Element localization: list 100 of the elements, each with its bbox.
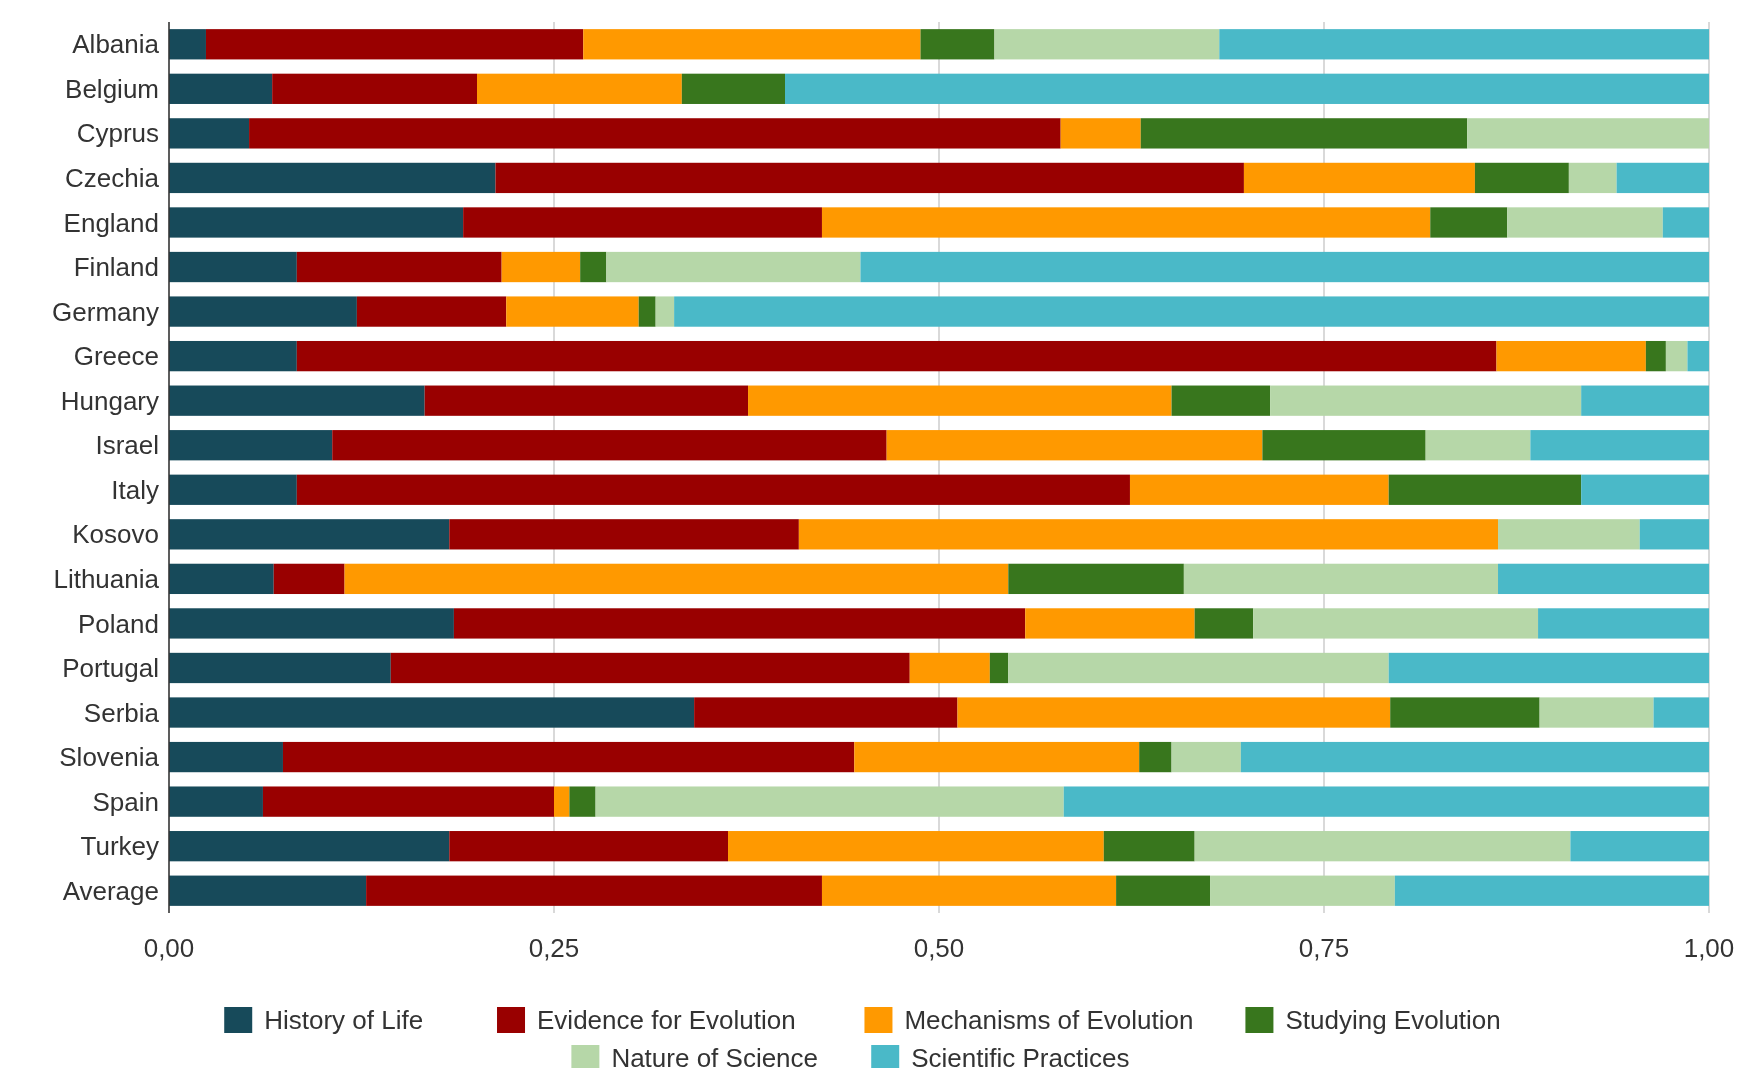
y-tick-label: Albania	[72, 29, 160, 60]
bar	[282, 741, 855, 773]
bar	[169, 652, 391, 684]
x-tick-label: 0,00	[143, 933, 195, 963]
bar	[1570, 831, 1709, 862]
bar	[1008, 652, 1389, 684]
bar	[1129, 474, 1389, 505]
y-tick-label: Average	[62, 875, 159, 906]
bar	[1616, 162, 1709, 194]
y-tick-label: Italy	[111, 474, 159, 505]
bar	[1219, 29, 1709, 60]
bar	[1639, 519, 1709, 550]
bar	[1498, 519, 1640, 550]
bar	[332, 430, 887, 461]
bar	[1262, 430, 1426, 461]
bar	[674, 296, 1709, 327]
y-tick-label: Kosovo	[72, 519, 159, 550]
legend-label: Mechanisms of Evolution	[904, 1005, 1194, 1036]
bar	[1388, 474, 1582, 505]
bar	[1538, 608, 1709, 639]
y-tick-label: Belgium	[65, 73, 159, 104]
legend-label: Studying Evolution	[1285, 1005, 1501, 1036]
bar	[1467, 118, 1709, 149]
bar	[169, 474, 297, 505]
bar	[169, 118, 250, 149]
bar	[273, 563, 345, 595]
bar	[1060, 118, 1141, 149]
y-tick-label: England	[63, 207, 159, 238]
bar	[728, 831, 1104, 862]
bar	[606, 251, 861, 283]
bar	[1240, 741, 1709, 773]
y-tick-label: Lithuania	[53, 563, 160, 594]
bar	[920, 29, 995, 60]
bar	[1498, 563, 1709, 595]
y-tick-label: Slovenia	[59, 742, 160, 773]
bar	[860, 251, 1709, 283]
bar	[1539, 697, 1654, 728]
bar	[169, 563, 274, 595]
bar	[495, 162, 1244, 194]
bar	[169, 296, 357, 327]
bar	[1496, 340, 1646, 372]
bar	[344, 563, 1009, 595]
bar	[506, 296, 639, 327]
bar	[262, 786, 554, 817]
bar	[1474, 162, 1569, 194]
bar	[1194, 831, 1571, 862]
bar	[1653, 697, 1709, 728]
bar	[798, 519, 1499, 550]
bar	[1425, 430, 1531, 461]
bar	[580, 251, 607, 283]
bar	[1430, 207, 1508, 238]
bar	[748, 385, 1172, 416]
bar	[1116, 875, 1211, 906]
bar	[1025, 608, 1195, 639]
y-tick-label: Czechia	[65, 163, 160, 194]
bar	[1390, 697, 1540, 728]
bar	[989, 652, 1009, 684]
x-tick-label: 0,75	[1298, 933, 1350, 963]
legend-label: Evidence for Evolution	[537, 1005, 796, 1036]
bar	[994, 29, 1220, 60]
bar	[1140, 118, 1468, 149]
bar	[569, 786, 596, 817]
bar	[595, 786, 1064, 817]
y-tick-label: Cyprus	[76, 118, 159, 149]
bar	[169, 741, 283, 773]
bar	[366, 875, 822, 906]
bar	[1388, 652, 1709, 684]
bar	[296, 474, 1130, 505]
y-tick-label: Turkey	[80, 831, 159, 862]
y-tick-label: Greece	[73, 341, 159, 372]
legend-label: Scientific Practices	[911, 1043, 1130, 1071]
bar	[296, 251, 502, 283]
bar	[1253, 608, 1539, 639]
bar	[169, 697, 695, 728]
bar	[655, 296, 675, 327]
bar	[1645, 340, 1666, 372]
y-tick-label: Serbia	[83, 697, 160, 728]
bar	[1530, 430, 1709, 461]
bar	[169, 608, 454, 639]
bar	[463, 207, 822, 238]
y-tick-label: Poland	[78, 608, 159, 639]
y-tick-label: Spain	[92, 786, 159, 817]
x-tick-label: 0,50	[913, 933, 965, 963]
bar	[169, 162, 496, 194]
bar	[1194, 608, 1254, 639]
bar	[169, 831, 450, 862]
bar	[1662, 207, 1709, 238]
legend-label: Nature of Science	[611, 1043, 819, 1071]
bar	[169, 385, 425, 416]
bar	[583, 29, 921, 60]
bar	[169, 875, 367, 906]
bar	[821, 875, 1117, 906]
bar	[1568, 162, 1617, 194]
bar	[1210, 875, 1395, 906]
y-tick-label: Portugal	[62, 653, 159, 684]
bar	[449, 831, 729, 862]
bar	[1687, 340, 1709, 372]
bar	[453, 608, 1026, 639]
bar	[169, 340, 297, 372]
bar	[785, 73, 1709, 104]
